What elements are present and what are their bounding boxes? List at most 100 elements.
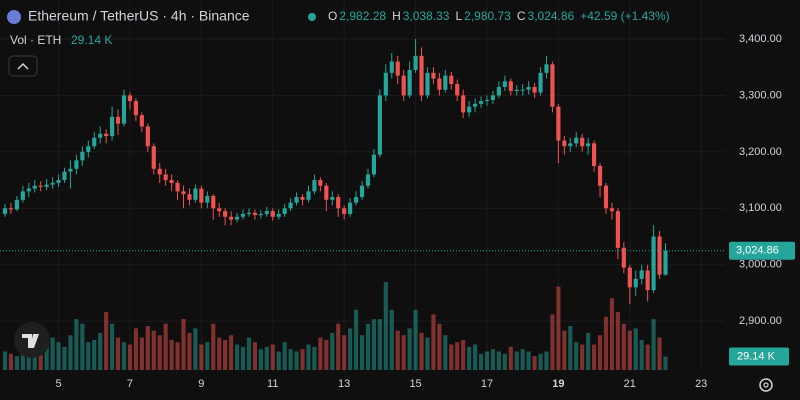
volume-bar bbox=[276, 351, 281, 370]
volume-bar bbox=[50, 337, 55, 370]
market-status bbox=[308, 13, 316, 21]
candle-body bbox=[50, 182, 55, 185]
candle-body bbox=[92, 137, 97, 147]
candle-body bbox=[175, 182, 180, 192]
candle-body bbox=[562, 140, 567, 147]
volume-bar bbox=[151, 330, 156, 370]
volume-bar bbox=[455, 342, 460, 370]
candle-body bbox=[199, 188, 204, 203]
candle-body bbox=[157, 168, 162, 175]
volume-bar bbox=[14, 356, 19, 370]
volume-bar bbox=[324, 339, 329, 370]
volume-bar bbox=[651, 319, 656, 370]
ohlc-key: H bbox=[392, 9, 401, 23]
volume-bar bbox=[56, 342, 61, 370]
volume-bar bbox=[127, 344, 133, 370]
volume-bar bbox=[603, 316, 609, 370]
candle-body bbox=[532, 86, 537, 93]
volume-bar bbox=[336, 323, 341, 370]
candle-body bbox=[26, 188, 31, 192]
x-tick-label: 19 bbox=[552, 378, 564, 390]
volume-bar bbox=[639, 339, 644, 370]
candle-body bbox=[413, 55, 418, 70]
candle-body bbox=[8, 208, 14, 210]
candle-body bbox=[145, 126, 150, 147]
volume-bar bbox=[520, 349, 525, 370]
volume-bar bbox=[395, 330, 400, 370]
volume-bar bbox=[538, 353, 543, 370]
candle-body bbox=[169, 180, 174, 183]
volume-bar bbox=[62, 346, 67, 370]
candle-body bbox=[615, 211, 620, 248]
volume-bar bbox=[205, 342, 210, 370]
x-tick-label: 7 bbox=[127, 378, 133, 390]
candle-body bbox=[14, 199, 19, 210]
candle-body bbox=[127, 95, 133, 102]
candle-body bbox=[104, 133, 109, 137]
volume-bar bbox=[472, 344, 478, 370]
candle-body bbox=[32, 185, 37, 189]
volume-bar bbox=[20, 349, 25, 370]
volume-bar bbox=[104, 312, 109, 370]
x-tick-label: 13 bbox=[338, 378, 350, 390]
candle-body bbox=[484, 99, 490, 102]
volume-bar bbox=[44, 344, 49, 370]
volume-bar bbox=[318, 337, 323, 370]
candle-body bbox=[597, 165, 603, 186]
settings-button[interactable] bbox=[759, 378, 773, 392]
volume-bar bbox=[264, 346, 269, 370]
volume-bar bbox=[407, 328, 412, 370]
volume-bar bbox=[627, 330, 632, 370]
volume-tag-label: 29.14 K bbox=[737, 350, 776, 362]
volume-bar bbox=[270, 344, 275, 370]
volume-bar bbox=[199, 344, 204, 370]
candle-body bbox=[633, 278, 638, 288]
volume-bar bbox=[550, 314, 555, 370]
ohlc-key: O bbox=[328, 9, 337, 23]
volume-bar bbox=[223, 339, 228, 370]
candle-body bbox=[419, 55, 424, 96]
candle-body bbox=[139, 115, 144, 127]
candle-body bbox=[20, 191, 25, 200]
volume-bar bbox=[633, 328, 638, 370]
candle-body bbox=[574, 137, 579, 144]
volume-bar bbox=[580, 344, 585, 370]
volume-bar bbox=[169, 339, 174, 370]
volume-bar bbox=[615, 312, 620, 370]
volume-bar bbox=[389, 309, 394, 370]
volume-bar bbox=[353, 309, 359, 370]
candle-body bbox=[645, 270, 650, 291]
candle-body bbox=[443, 75, 448, 90]
candle-body bbox=[401, 75, 406, 96]
candle-body bbox=[56, 180, 61, 183]
volume-bar bbox=[377, 319, 382, 370]
volume-bar bbox=[110, 323, 115, 370]
candle-body bbox=[211, 195, 216, 209]
candle-body bbox=[187, 194, 192, 200]
logo[interactable] bbox=[14, 322, 50, 358]
collapse-button[interactable] bbox=[8, 55, 38, 77]
volume-bar bbox=[586, 332, 591, 370]
volume-bar bbox=[544, 351, 549, 370]
candle-body bbox=[348, 202, 353, 214]
volume-bar bbox=[133, 328, 138, 370]
volume-bar bbox=[556, 286, 561, 370]
x-tick-label: 17 bbox=[481, 378, 493, 390]
volume-bar bbox=[514, 351, 519, 370]
candle-body bbox=[330, 197, 335, 200]
volume-value: 29.14 K bbox=[71, 33, 112, 47]
ticker: Ethereum / TetherUS · 4h · Binance bbox=[28, 8, 250, 24]
volume-bar bbox=[609, 298, 615, 370]
candle-body bbox=[651, 236, 656, 291]
volume-bar bbox=[371, 319, 377, 370]
candle-body bbox=[437, 78, 442, 90]
candle-body bbox=[502, 81, 507, 87]
volume-bar bbox=[252, 342, 257, 370]
candle-body bbox=[586, 143, 591, 147]
volume-bar bbox=[38, 349, 43, 370]
candle-body bbox=[538, 72, 543, 93]
candle-body bbox=[294, 197, 299, 203]
y-tick-label: 3,000.00 bbox=[739, 259, 782, 271]
